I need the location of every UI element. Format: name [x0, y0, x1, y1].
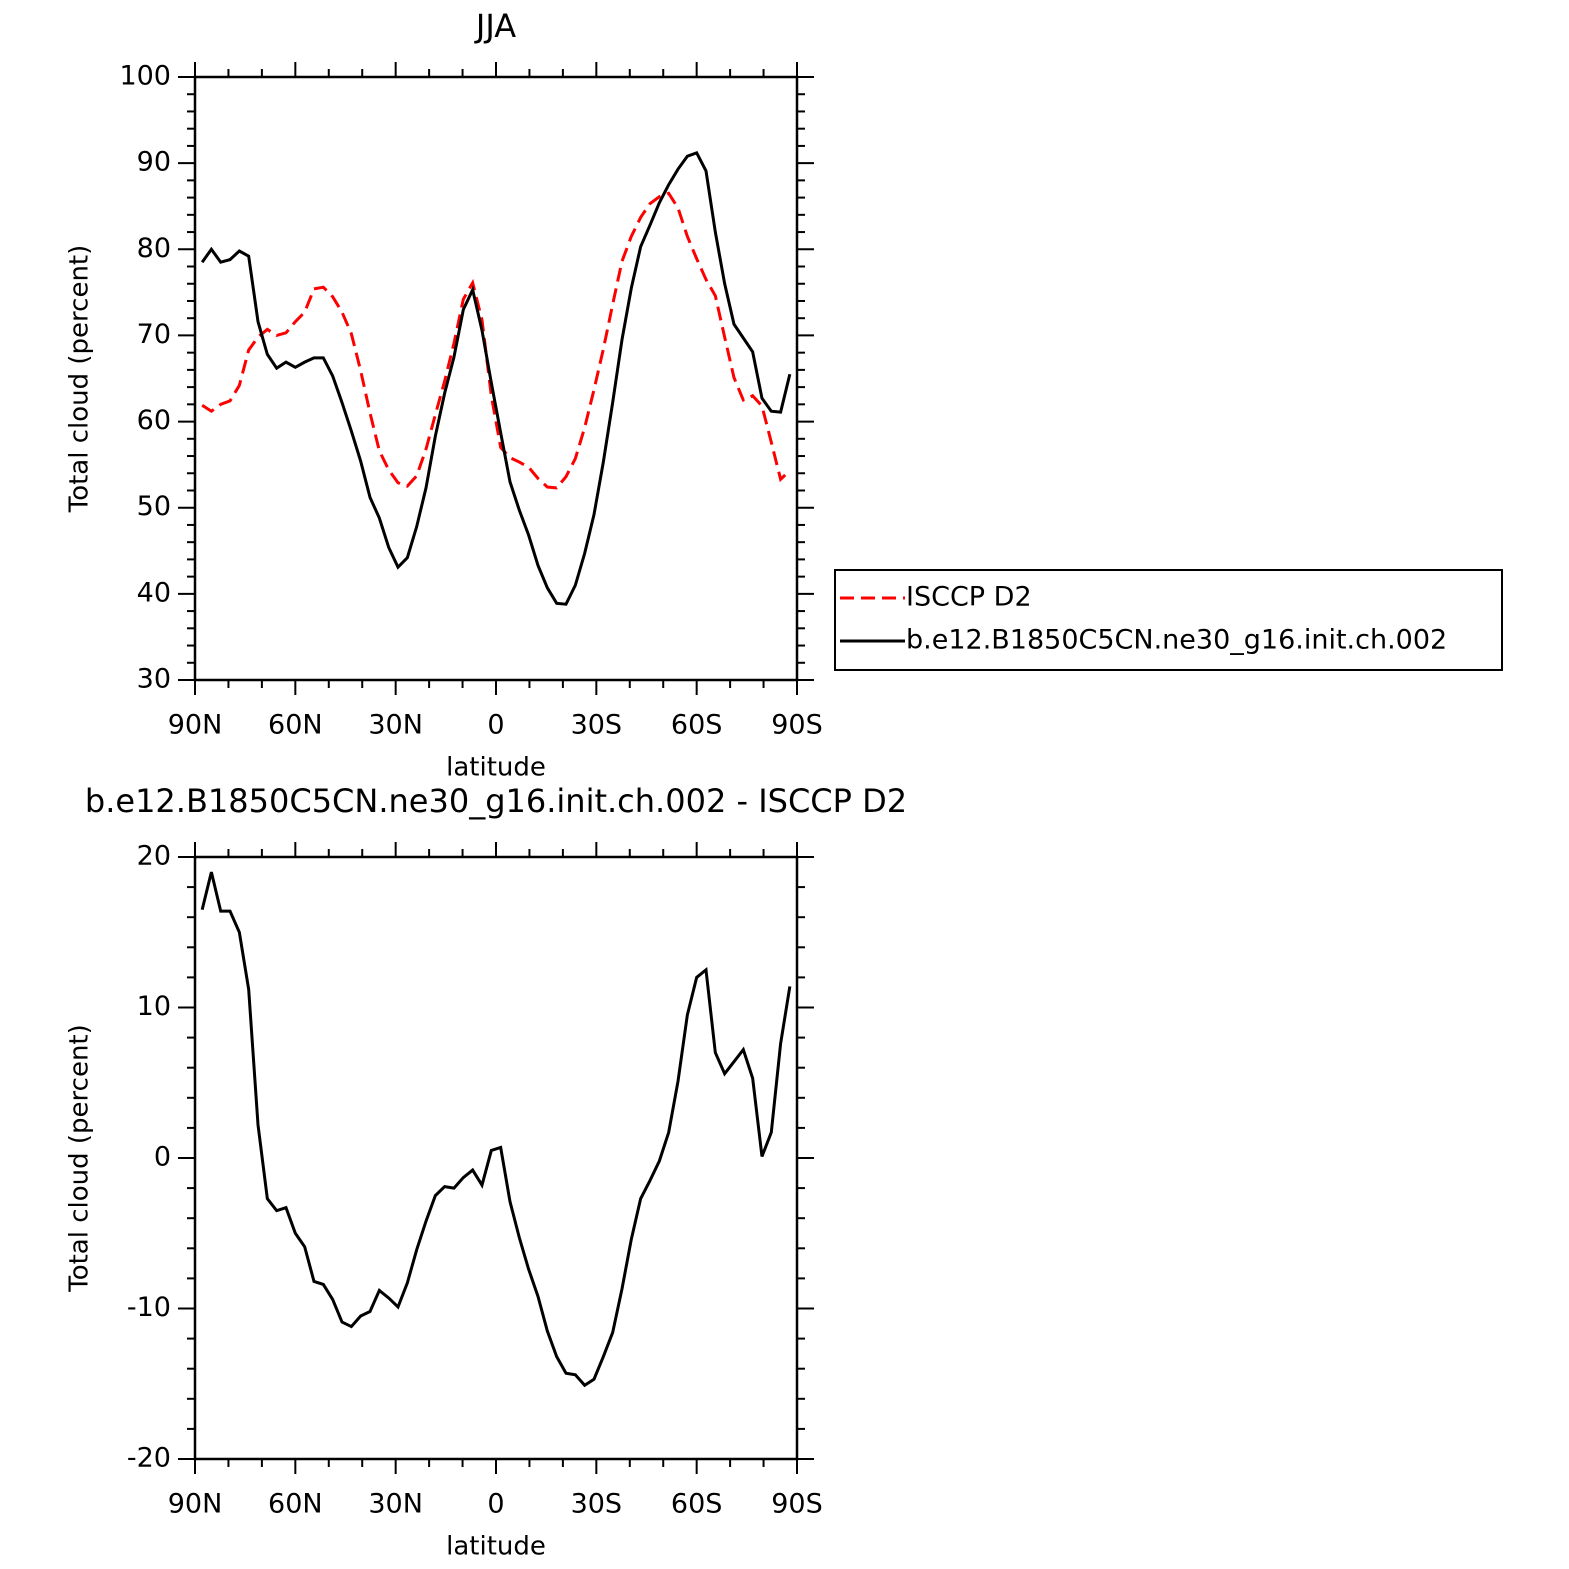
x-tick-label: 90S — [771, 1489, 823, 1520]
y-tick-label: -20 — [127, 1443, 171, 1474]
y-tick-label: 30 — [137, 664, 171, 695]
x-tick-label: 90N — [168, 710, 223, 741]
x-tick-label: 60N — [268, 1489, 323, 1520]
legend-box — [834, 569, 1503, 671]
chart-title: JJA — [474, 7, 516, 45]
y-tick-label: 50 — [137, 491, 171, 522]
x-tick-label: 30N — [368, 1489, 423, 1520]
legend-label: b.e12.B1850C5CN.ne30_g16.init.ch.002 — [906, 625, 1447, 656]
y-tick-label: 10 — [137, 991, 171, 1022]
data-line — [200, 871, 792, 1388]
y-tick-label: 70 — [137, 319, 171, 350]
y-tick-label: 0 — [154, 1142, 171, 1173]
chart-title: b.e12.B1850C5CN.ne30_g16.init.ch.002 - I… — [85, 782, 907, 820]
x-tick-label: 90N — [168, 1489, 223, 1520]
x-tick-label: 0 — [487, 710, 504, 741]
data-line — [201, 191, 791, 490]
y-tick-label: 20 — [137, 841, 171, 872]
data-line — [200, 150, 792, 606]
plot-frame — [193, 855, 799, 1461]
x-tick-label: 30S — [571, 1489, 623, 1520]
x-tick-label: 30S — [571, 710, 623, 741]
x-tick-label: 90S — [771, 710, 823, 741]
x-tick-label: 60S — [671, 710, 723, 741]
y-axis-label: Total cloud (percent) — [65, 1024, 95, 1293]
y-tick-label: 100 — [119, 61, 171, 92]
x-axis-label: latitude — [446, 1532, 546, 1562]
y-axis-label: Total cloud (percent) — [65, 245, 95, 514]
x-tick-label: 60N — [268, 710, 323, 741]
plot-frame — [193, 75, 799, 682]
x-tick-label: 0 — [487, 1489, 504, 1520]
x-axis-label: latitude — [446, 753, 546, 783]
legend-label: ISCCP D2 — [906, 582, 1032, 613]
y-tick-label: 40 — [137, 577, 171, 608]
y-tick-label: 80 — [137, 233, 171, 264]
y-tick-label: 90 — [137, 147, 171, 178]
y-tick-label: -10 — [127, 1292, 171, 1323]
x-tick-label: 30N — [368, 710, 423, 741]
y-tick-label: 60 — [137, 405, 171, 436]
x-tick-label: 60S — [671, 1489, 723, 1520]
